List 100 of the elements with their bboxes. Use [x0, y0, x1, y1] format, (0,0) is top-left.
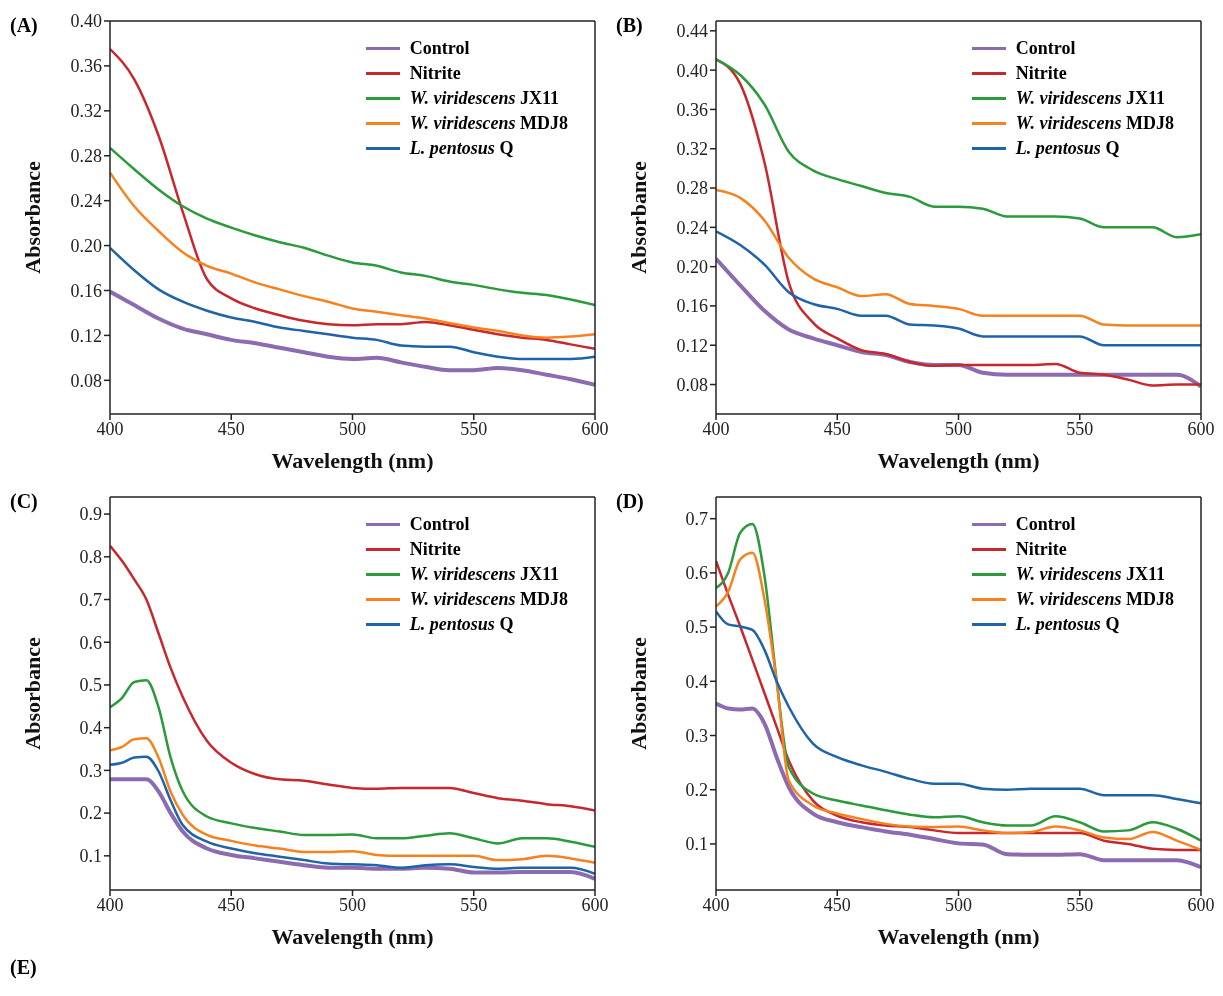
y-tick-label: 0.12 — [676, 335, 708, 356]
x-tick-label: 500 — [945, 894, 972, 915]
x-tick-label: 450 — [217, 418, 245, 439]
y-tick-label: 0.4 — [79, 718, 102, 739]
y-tick-label: 0.32 — [676, 139, 708, 160]
x-tick-label: 600 — [1187, 418, 1215, 439]
x-tick-label: 450 — [217, 894, 245, 915]
x-tick-label: 550 — [1066, 418, 1094, 439]
x-tick-label: 400 — [702, 418, 730, 439]
x-tick-label: 450 — [823, 894, 851, 915]
y-axis-title: Absorbance — [19, 637, 45, 750]
y-tick-label: 0.08 — [70, 370, 102, 391]
x-tick-label: 500 — [339, 894, 366, 915]
y-tick-label: 0.36 — [676, 99, 708, 120]
legend-label: W. viridescens JX11 — [409, 563, 560, 586]
x-axis-title: Wavelength (nm) — [271, 924, 434, 949]
y-tick-label: 0.20 — [70, 235, 102, 256]
y-tick-label: 0.08 — [676, 374, 708, 395]
y-tick-label: 0.20 — [676, 257, 708, 278]
legend-label: W. viridescens JX11 — [409, 87, 560, 110]
x-tick-label: 400 — [96, 894, 124, 915]
y-tick-label: 0.2 — [685, 780, 708, 801]
chart-title: (A) — [10, 14, 38, 37]
y-tick-label: 0.32 — [70, 101, 102, 122]
x-tick-label: 550 — [1066, 894, 1094, 915]
y-tick-label: 0.6 — [685, 563, 708, 584]
legend-label: Control — [1015, 37, 1076, 60]
x-tick-label: 550 — [460, 894, 488, 915]
y-tick-label: 0.5 — [685, 617, 708, 638]
y-tick-label: 0.4 — [685, 671, 708, 692]
legend-label: W. viridescens JX11 — [1015, 563, 1166, 586]
y-tick-label: 0.7 — [685, 509, 708, 530]
legend-label: Nitrite — [409, 538, 461, 561]
x-tick-label: 600 — [581, 418, 609, 439]
y-tick-label: 0.5 — [79, 675, 102, 696]
legend-label: L. pentosus Q — [1015, 613, 1120, 636]
legend-label: Control — [409, 37, 470, 60]
y-tick-label: 0.40 — [676, 60, 708, 81]
y-tick-label: 0.36 — [70, 56, 102, 77]
legend-label: L. pentosus Q — [1015, 137, 1120, 160]
legend-label: W. viridescens MDJ8 — [409, 588, 568, 611]
legend-label: L. pentosus Q — [409, 613, 514, 636]
y-tick-label: 0.16 — [676, 296, 708, 317]
chart-title: (D) — [616, 490, 644, 513]
line-series — [716, 610, 1201, 805]
y-tick-label: 0.1 — [79, 846, 102, 867]
line-series — [716, 230, 1201, 347]
line-series — [110, 246, 595, 361]
legend-label: W. viridescens JX11 — [1015, 87, 1166, 110]
y-tick-label: 0.3 — [79, 760, 102, 781]
y-tick-label: 0.24 — [70, 191, 102, 212]
legend-label: Nitrite — [409, 62, 461, 85]
y-tick-label: 0.12 — [70, 325, 102, 346]
legend-label: Nitrite — [1015, 538, 1067, 561]
y-tick-label: 0.44 — [676, 21, 708, 42]
text: (E) — [10, 956, 37, 979]
y-tick-label: 0.9 — [79, 504, 102, 525]
y-tick-label: 0.24 — [676, 217, 708, 238]
legend-label: W. viridescens MDJ8 — [409, 112, 568, 135]
y-tick-label: 0.2 — [79, 803, 102, 824]
line-series — [110, 544, 595, 812]
x-tick-label: 500 — [339, 418, 366, 439]
chart-title: (C) — [10, 490, 38, 513]
legend-label: W. viridescens MDJ8 — [1015, 588, 1174, 611]
x-tick-label: 400 — [702, 894, 730, 915]
legend-label: L. pentosus Q — [409, 137, 514, 160]
y-tick-label: 0.7 — [79, 589, 102, 610]
legend-label: W. viridescens MDJ8 — [1015, 112, 1174, 135]
x-tick-label: 600 — [581, 894, 609, 915]
y-tick-label: 0.16 — [70, 280, 102, 301]
x-tick-label: 400 — [96, 418, 124, 439]
x-tick-label: 550 — [460, 418, 488, 439]
chart-title: (B) — [616, 14, 643, 37]
line-series — [110, 679, 595, 849]
line-series — [110, 171, 595, 339]
x-axis-title: Wavelength (nm) — [877, 924, 1040, 949]
x-tick-label: 600 — [1187, 894, 1215, 915]
line-series — [716, 701, 1201, 870]
y-tick-label: 0.28 — [676, 178, 708, 199]
x-tick-label: 500 — [945, 418, 972, 439]
x-axis-title: Wavelength (nm) — [877, 448, 1040, 473]
legend-label: Control — [1015, 513, 1076, 536]
y-tick-label: 0.8 — [79, 547, 102, 568]
y-axis-title: Absorbance — [19, 161, 45, 274]
x-tick-label: 450 — [823, 418, 851, 439]
line-series — [110, 737, 595, 864]
line-series — [110, 289, 595, 387]
x-axis-title: Wavelength (nm) — [271, 448, 434, 473]
y-tick-label: 0.1 — [685, 834, 708, 855]
y-axis-title: Absorbance — [625, 637, 651, 750]
line-series — [110, 777, 595, 881]
line-series — [716, 58, 1201, 239]
y-axis-title: Absorbance — [625, 161, 651, 274]
y-tick-label: 0.40 — [70, 11, 102, 32]
y-tick-label: 0.28 — [70, 146, 102, 167]
line-series — [110, 755, 595, 876]
line-series — [716, 188, 1201, 327]
legend-label: Nitrite — [1015, 62, 1067, 85]
legend-label: Control — [409, 513, 470, 536]
y-tick-label: 0.3 — [685, 725, 708, 746]
